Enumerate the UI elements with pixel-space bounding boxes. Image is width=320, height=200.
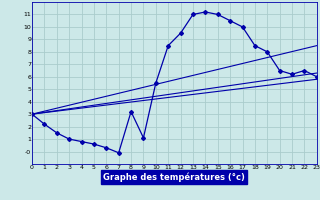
X-axis label: Graphe des températures (°c): Graphe des températures (°c)	[103, 172, 245, 182]
